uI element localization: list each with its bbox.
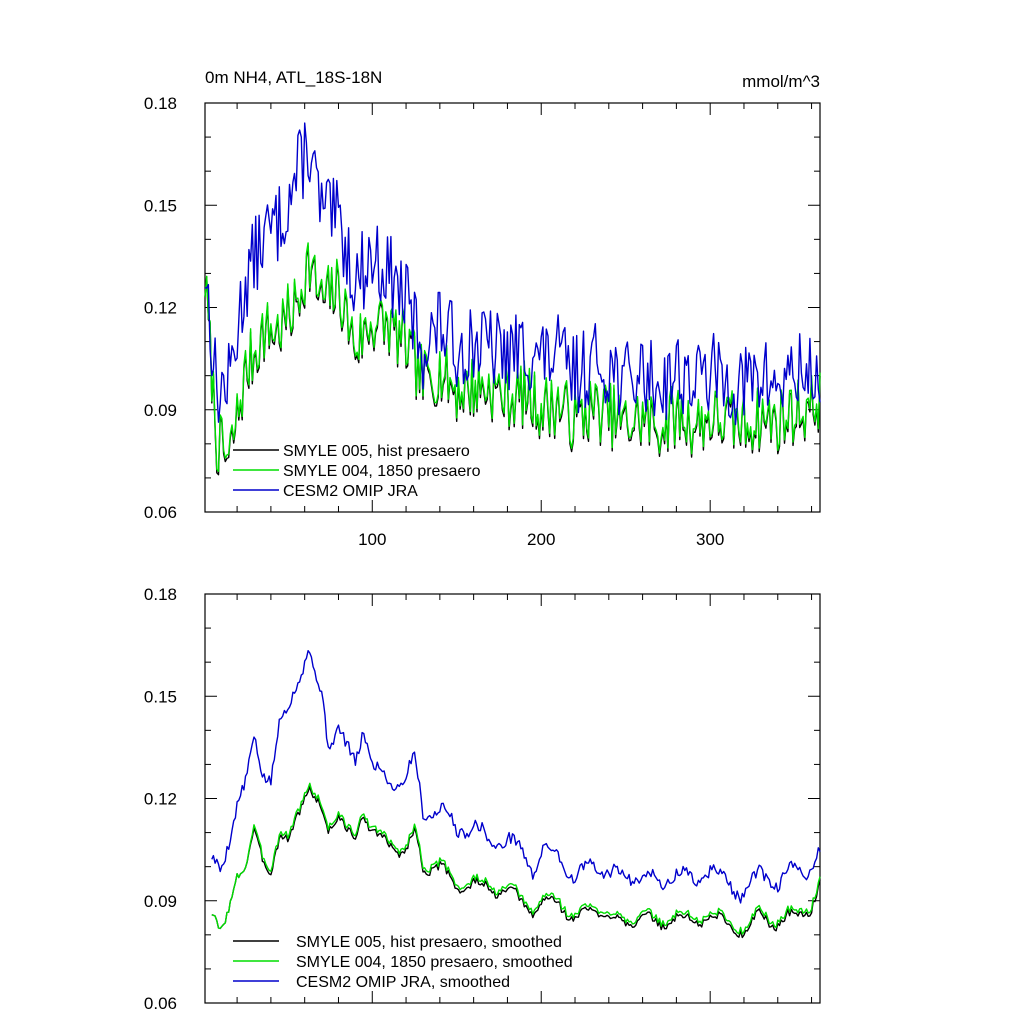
legend-label-3: CESM2 OMIP JRA, smoothed bbox=[296, 974, 510, 991]
series-lines bbox=[204, 122, 821, 476]
y-tick-label: 0.15 bbox=[144, 196, 177, 215]
y-tick-label: 0.06 bbox=[144, 503, 177, 522]
y-tick-label: 0.12 bbox=[144, 790, 177, 809]
chart-units: mmol/m^3 bbox=[742, 72, 820, 91]
series-line-3 bbox=[204, 122, 821, 426]
legend: SMYLE 005, hist presaero, smoothed SMYLE … bbox=[233, 934, 573, 991]
legend-label-3: CESM2 OMIP JRA bbox=[283, 483, 418, 500]
legend-label-1: SMYLE 005, hist presaero, smoothed bbox=[296, 934, 562, 951]
y-tick-label: 0.18 bbox=[144, 585, 177, 604]
y-tick-label: 0.09 bbox=[144, 892, 177, 911]
y-tick-label: 0.12 bbox=[144, 299, 177, 318]
x-tick-label: 200 bbox=[527, 530, 555, 549]
legend-label-2: SMYLE 004, 1850 presaero, smoothed bbox=[296, 954, 573, 971]
chart-panel-1: 0.06 0.09 0.12 0.15 0.18 100 200 300 0m NH4, ATL… bbox=[144, 68, 821, 549]
y-tick-label: 0.06 bbox=[144, 994, 177, 1013]
chart-title: 0m NH4, ATL_18S-18N bbox=[205, 68, 382, 87]
series-lines bbox=[211, 650, 821, 939]
y-tick-label: 0.09 bbox=[144, 401, 177, 420]
legend-label-2: SMYLE 004, 1850 presaero bbox=[283, 463, 481, 480]
y-tick-label: 0.15 bbox=[144, 687, 177, 706]
series-line-1 bbox=[211, 786, 821, 939]
series-line-3 bbox=[211, 650, 821, 904]
x-tick-label: 300 bbox=[696, 530, 724, 549]
series-line-1 bbox=[204, 245, 821, 476]
legend-label-1: SMYLE 005, hist presaero bbox=[283, 443, 470, 460]
series-line-2 bbox=[211, 782, 821, 935]
x-tick-label: 100 bbox=[358, 530, 386, 549]
series-line-2 bbox=[204, 242, 821, 472]
legend: SMYLE 005, hist presaero SMYLE 004, 1850 … bbox=[233, 443, 481, 500]
chart-panel-2: 0.06 0.09 0.12 0.15 0.18 SMYLE 005, hist pres… bbox=[144, 585, 821, 1013]
y-tick-label: 0.18 bbox=[144, 94, 177, 113]
